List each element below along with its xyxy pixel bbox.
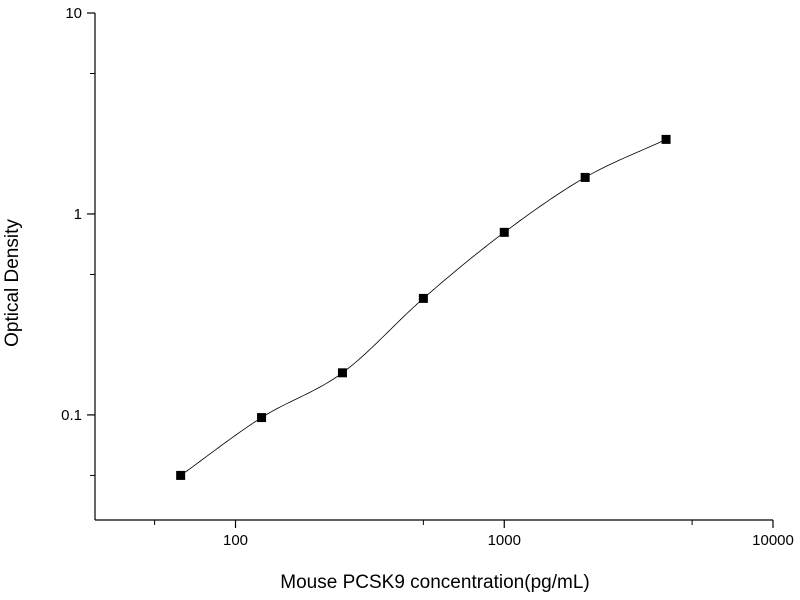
data-point	[418, 293, 428, 303]
data-point	[499, 227, 509, 237]
fit-curve	[180, 139, 667, 476]
data-point	[337, 368, 347, 378]
data-point	[257, 413, 267, 423]
y-axis-title: Optical Density	[2, 219, 23, 347]
x-tick-label: 100	[223, 532, 248, 549]
data-points	[176, 134, 671, 480]
y-tick-label: 0.1	[61, 407, 82, 424]
y-tick-label: 1	[74, 206, 82, 223]
fit-curve-group	[180, 139, 667, 476]
data-point	[176, 470, 186, 480]
y-tick-label: 10	[65, 5, 82, 22]
data-point	[661, 134, 671, 144]
data-point	[580, 172, 590, 182]
x-tick-label: 1000	[488, 532, 521, 549]
axes	[87, 12, 774, 528]
x-axis-title: Mouse PCSK9 concentration(pg/mL)	[280, 572, 589, 593]
tick-labels: 100 1000 10000 0.1 1 10	[61, 5, 794, 549]
x-tick-label: 10000	[752, 532, 794, 549]
